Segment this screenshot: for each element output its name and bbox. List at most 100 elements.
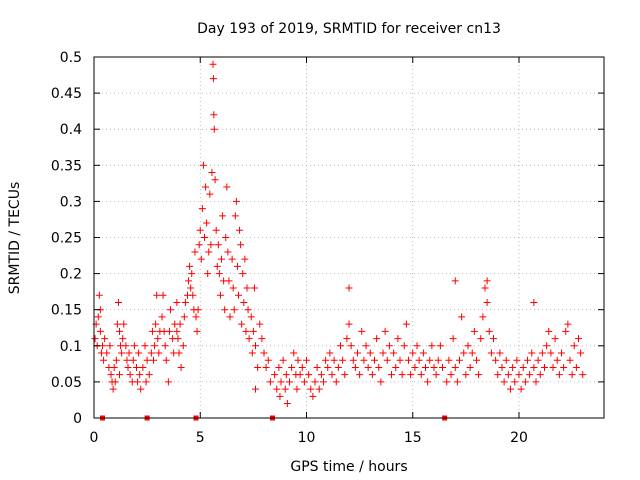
data-point (413, 342, 421, 350)
data-point (502, 356, 510, 364)
data-point (143, 356, 151, 364)
data-point (462, 371, 470, 379)
data-point (298, 363, 306, 371)
data-point (118, 349, 126, 357)
data-point (230, 306, 238, 314)
data-point (377, 378, 385, 386)
data-point (235, 291, 242, 299)
data-point (153, 291, 161, 299)
data-point (130, 342, 138, 350)
data-point (564, 320, 572, 328)
data-point (481, 284, 489, 292)
data-point (558, 349, 565, 357)
data-point (460, 349, 468, 357)
data-point (436, 342, 444, 350)
data-point (264, 356, 272, 364)
data-point (279, 356, 287, 364)
data-point (381, 327, 389, 335)
data-point (213, 262, 221, 270)
data-point (290, 349, 298, 357)
data-point (483, 277, 491, 285)
data-point (206, 190, 214, 198)
data-point (358, 327, 366, 335)
data-point (313, 363, 321, 371)
data-point (347, 342, 355, 350)
data-point (456, 356, 463, 364)
data-point (176, 320, 184, 328)
data-point (256, 320, 264, 328)
data-point (536, 371, 544, 379)
data-point (123, 356, 131, 364)
data-point (487, 349, 495, 357)
data-point (575, 335, 582, 343)
chart-title: Day 193 of 2019, SRMTID for receiver cn1… (197, 21, 501, 37)
data-point (150, 356, 157, 364)
data-point (541, 363, 548, 371)
data-point (236, 226, 244, 234)
data-point (196, 226, 204, 234)
data-point (231, 212, 239, 220)
data-point (324, 363, 332, 371)
data-point (368, 371, 376, 379)
data-point (159, 291, 167, 299)
data-point (96, 327, 104, 335)
data-point (339, 356, 347, 364)
data-point (409, 349, 417, 357)
data-point (249, 327, 257, 335)
y-tick-label: 0 (73, 411, 82, 427)
data-point (99, 342, 106, 350)
data-point (223, 183, 231, 191)
data-point (185, 277, 193, 285)
data-point (112, 356, 120, 364)
data-point (354, 349, 361, 357)
data-point (322, 356, 330, 364)
data-point (177, 363, 185, 371)
data-point (305, 371, 313, 379)
data-point (315, 385, 323, 393)
data-point (152, 320, 160, 328)
y-tick-label: 0.1 (60, 339, 82, 355)
data-point (224, 248, 232, 256)
data-point (447, 371, 455, 379)
data-point (398, 371, 406, 379)
data-point (137, 385, 145, 393)
data-point (549, 363, 557, 371)
data-point (286, 378, 293, 386)
data-point (451, 277, 459, 285)
data-point (209, 75, 217, 83)
data-point (113, 320, 121, 328)
data-point (553, 356, 561, 364)
data-point (466, 363, 474, 371)
data-point (135, 349, 143, 357)
data-point (145, 371, 153, 379)
data-point (179, 342, 187, 350)
data-point (111, 378, 119, 386)
data-point (383, 356, 391, 364)
data-point (238, 320, 246, 328)
data-point (201, 234, 208, 241)
data-point (162, 356, 170, 364)
data-point (475, 371, 483, 379)
axes: 0 0.05 0.1 0.15 0.2 0.25 0.3 0.35 0.4 0.45 0.5 0 5 10… (51, 50, 605, 446)
data-point (218, 255, 225, 263)
y-tick-label: 0.05 (51, 375, 82, 391)
data-point (161, 342, 169, 350)
data-point (225, 277, 233, 285)
data-point (390, 349, 398, 357)
data-point (180, 313, 188, 321)
y-tick-label: 0.35 (51, 158, 82, 174)
data-point (439, 363, 446, 371)
data-point (521, 378, 529, 386)
data-point (426, 356, 434, 364)
data-point (273, 385, 281, 393)
data-point (371, 356, 378, 364)
data-point (133, 363, 140, 371)
data-point (296, 371, 304, 379)
data-point (320, 378, 327, 386)
data-point (451, 363, 459, 371)
data-point (360, 356, 368, 364)
data-point (509, 363, 517, 371)
data-point (458, 313, 466, 321)
data-point (362, 342, 370, 350)
y-tick-label: 0.5 (60, 50, 82, 66)
